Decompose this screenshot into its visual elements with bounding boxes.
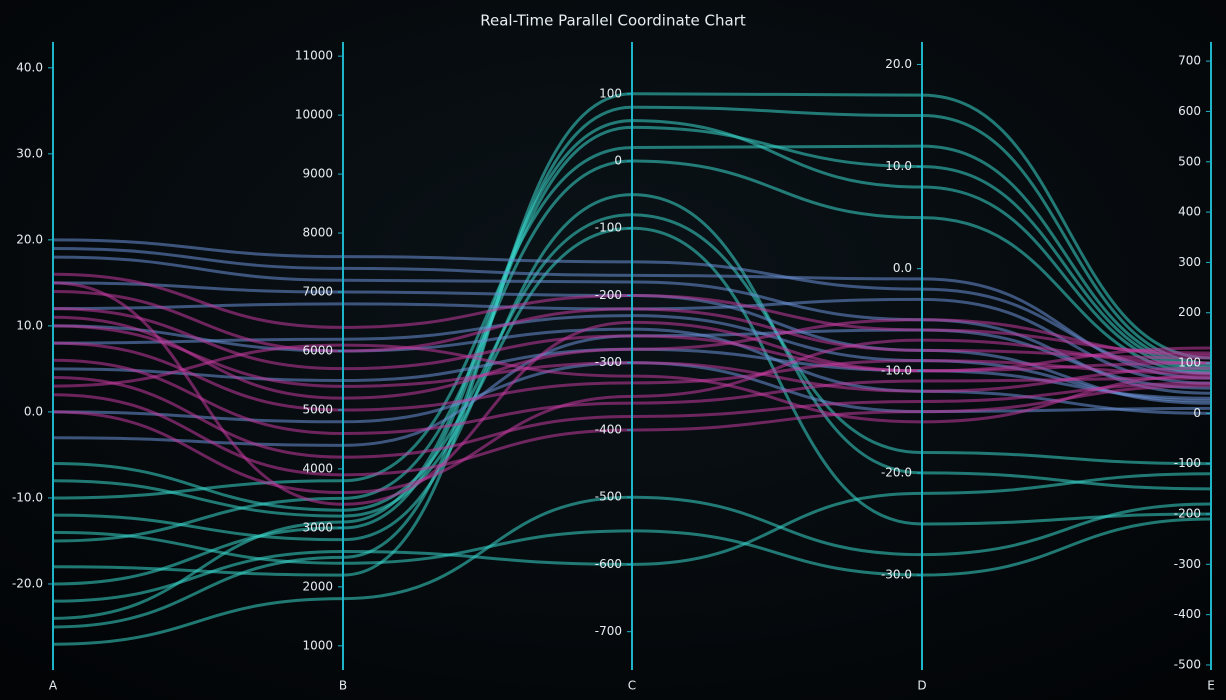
tick-label: 2000 <box>302 579 333 593</box>
tick-label: -100 <box>1174 456 1201 470</box>
tick-label: 500 <box>1178 154 1201 168</box>
data-line <box>52 376 1212 459</box>
tick-label: -10.0 <box>12 490 43 504</box>
tick-label: 40.0 <box>16 60 43 74</box>
tick-label: -30.0 <box>881 568 912 582</box>
data-line <box>52 119 1212 620</box>
tick-label: -500 <box>595 490 622 504</box>
tick-label: -700 <box>595 624 622 638</box>
tick-label: 100 <box>599 86 622 100</box>
tick-label: 0 <box>1193 406 1201 420</box>
data-line <box>52 384 1212 477</box>
tick-label: -20.0 <box>12 576 43 590</box>
tick-label: 0.0 <box>24 404 43 418</box>
axes: A40.030.020.010.00.0-10.0-20.0B110001000… <box>12 42 1215 693</box>
tick-label: 9000 <box>302 167 333 181</box>
tick-label: -500 <box>1174 657 1201 671</box>
tick-label: 10.0 <box>16 318 43 332</box>
data-line <box>52 338 1212 495</box>
tick-label: 200 <box>1178 305 1201 319</box>
tick-label: -400 <box>1174 607 1201 621</box>
tick-label: -20.0 <box>881 465 912 479</box>
tick-label: 7000 <box>302 285 333 299</box>
chart-title: Real-Time Parallel Coordinate Chart <box>480 12 746 30</box>
axis-name: C <box>628 679 636 693</box>
tick-label: 11000 <box>295 49 333 63</box>
tick-label: 600 <box>1178 104 1201 118</box>
tick-label: -200 <box>595 288 622 302</box>
tick-label: 100 <box>1178 356 1201 370</box>
tick-label: -300 <box>595 355 622 369</box>
data-line <box>52 281 1212 506</box>
tick-label: 20.0 <box>885 57 912 71</box>
tick-label: 20.0 <box>16 232 43 246</box>
axis-name: D <box>917 679 926 693</box>
tick-label: -600 <box>595 557 622 571</box>
tick-label: 4000 <box>302 461 333 475</box>
tick-label: 1000 <box>302 638 333 652</box>
tick-label: 700 <box>1178 54 1201 68</box>
tick-label: 30.0 <box>16 146 43 160</box>
data-line <box>52 255 1212 395</box>
tick-label: -400 <box>595 422 622 436</box>
tick-label: 10000 <box>295 108 333 122</box>
axis-name: A <box>49 679 58 693</box>
tick-label: 300 <box>1178 255 1201 269</box>
axis-name: E <box>1207 679 1215 693</box>
tick-label: -300 <box>1174 557 1201 571</box>
tick-label: 6000 <box>302 343 333 357</box>
tick-label: 3000 <box>302 520 333 534</box>
tick-label: 5000 <box>302 402 333 416</box>
tick-label: -10.0 <box>881 363 912 377</box>
tick-label: 10.0 <box>885 159 912 173</box>
data-line <box>52 105 1212 629</box>
axis-name: B <box>339 679 347 693</box>
tick-label: 0.0 <box>893 261 912 275</box>
tick-label: 0 <box>614 154 622 168</box>
data-line <box>52 92 1212 577</box>
tick-label: 8000 <box>302 226 333 240</box>
tick-label: -100 <box>595 221 622 235</box>
data-line <box>52 213 1212 512</box>
tick-label: 400 <box>1178 205 1201 219</box>
tick-label: -200 <box>1174 507 1201 521</box>
